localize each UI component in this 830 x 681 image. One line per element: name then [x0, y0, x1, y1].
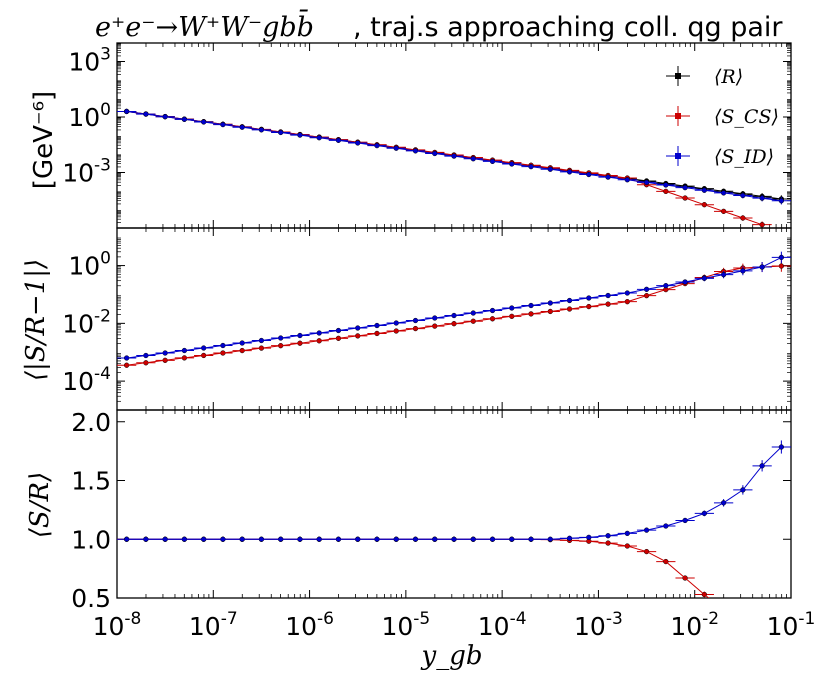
panel-frame — [116, 409, 792, 599]
y-tick-label: 1.0 — [71, 525, 111, 554]
x-tick-label: 10-2 — [670, 609, 719, 641]
x-tick-label: 10-3 — [574, 609, 623, 641]
y-tick-label: 103 — [68, 45, 111, 77]
middle-y-axis-label: ⟨|S/R−1|⟩ — [21, 259, 51, 381]
legend-marker — [675, 73, 681, 79]
chart-title: e⁺e⁻→W⁺W⁻gbb̄ , traj.s approaching coll.… — [95, 8, 783, 43]
x-tick-label: 10-5 — [381, 609, 430, 641]
y-tick-label: 2.0 — [71, 408, 111, 437]
legend-marker — [675, 153, 681, 159]
series-1 — [117, 440, 791, 542]
y-tick-label: 100 — [68, 100, 111, 132]
series-line — [126, 111, 782, 202]
x-tick-label: 10-8 — [93, 609, 142, 641]
series-group — [117, 108, 791, 228]
series-2 — [117, 108, 791, 205]
series-line — [126, 256, 782, 359]
legend-marker — [675, 113, 681, 119]
legend-entry: ⟨S_CS⟩ — [666, 106, 779, 128]
data-point — [759, 222, 765, 228]
legend-label: ⟨S_CS⟩ — [714, 106, 779, 128]
y-tick-label: 10-4 — [62, 364, 111, 396]
bottom-panel: 2.0 1.5 1.0 0.510-8 10-7 10-6 10-5 10-4 10-3 10-2… — [71, 408, 815, 641]
series-group — [117, 440, 791, 598]
top-y-axis-label: [GeV⁻⁶] — [29, 91, 59, 189]
y-tick-label: 100 — [68, 249, 111, 281]
x-tick-label: 10-4 — [478, 609, 527, 641]
y-tick-label: 0.5 — [71, 584, 111, 613]
legend-label: ⟨S_ID⟩ — [714, 146, 774, 168]
x-tick-label: 10-1 — [767, 609, 816, 641]
series-line — [126, 446, 782, 540]
x-tick-label: 10-7 — [189, 609, 238, 641]
x-tick-label: 10-6 — [285, 609, 334, 641]
series-1 — [117, 251, 791, 361]
bottom-y-axis-label: ⟨S/R⟩ — [25, 472, 55, 538]
legend: ⟨R⟩ ⟨S_CS⟩ ⟨S_ID⟩ — [666, 66, 779, 168]
y-tick-label: 10-2 — [62, 306, 111, 338]
y-tick-label: 1.5 — [71, 467, 111, 496]
legend-label: ⟨R⟩ — [714, 66, 743, 88]
legend-entry: ⟨S_ID⟩ — [666, 146, 774, 168]
y-tick-label: 10-3 — [62, 156, 111, 188]
top-panel: 103 100 10-3 — [62, 42, 792, 229]
series-group — [117, 251, 791, 368]
chart-title-text: , traj.s approaching coll. qg pair — [353, 12, 783, 43]
chart-title-math: e⁺e⁻→W⁺W⁻gbb̄ — [95, 8, 314, 43]
series-line — [126, 265, 782, 366]
x-axis-label: y_gb — [421, 641, 483, 671]
legend-entry: ⟨R⟩ — [666, 66, 743, 88]
